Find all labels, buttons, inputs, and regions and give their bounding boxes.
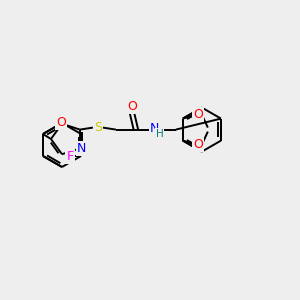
Text: O: O	[127, 100, 137, 113]
Text: O: O	[193, 138, 203, 151]
Text: H: H	[156, 129, 164, 139]
Text: N: N	[150, 122, 160, 135]
Text: N: N	[77, 142, 87, 155]
Text: S: S	[94, 121, 102, 134]
Text: F: F	[67, 149, 73, 163]
Text: O: O	[56, 116, 66, 129]
Text: O: O	[193, 108, 203, 121]
